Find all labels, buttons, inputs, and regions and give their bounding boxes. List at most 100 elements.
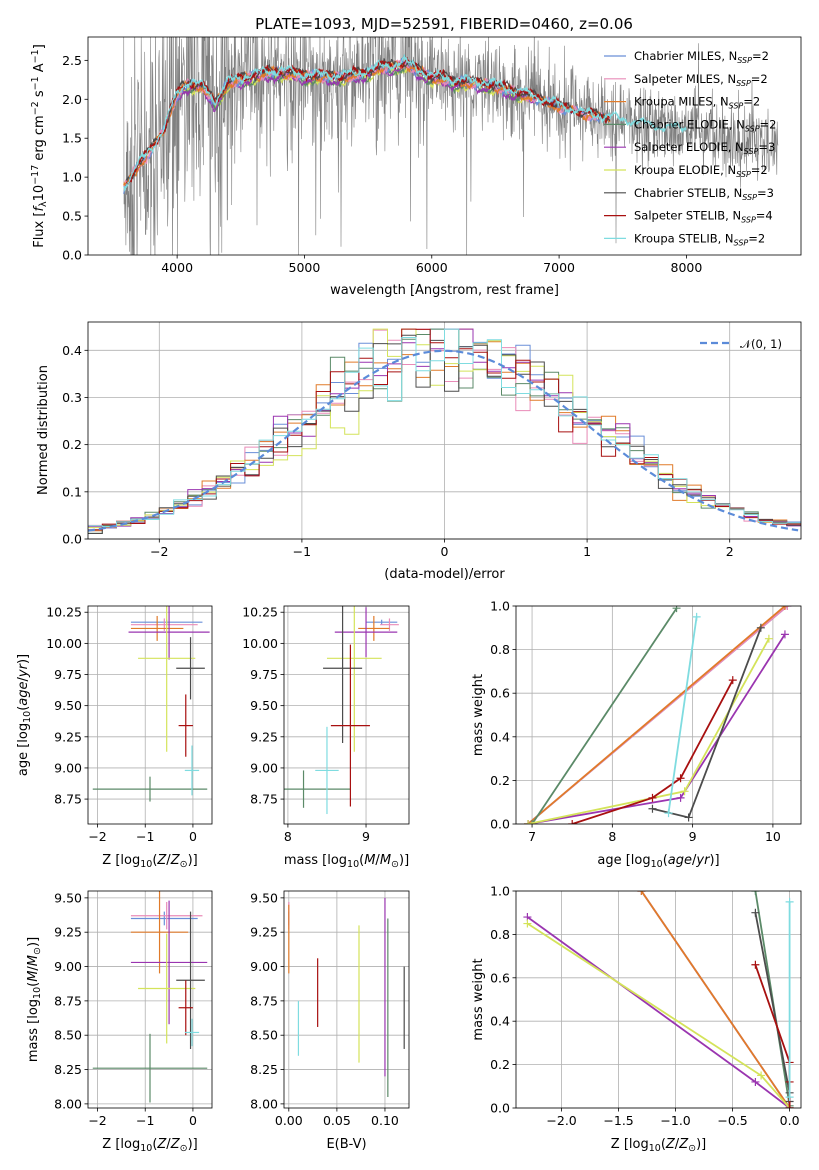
y-tick-label: 0.6 [490, 970, 510, 985]
normal-curve [88, 349, 799, 532]
errorbar-kroupa-elodie [138, 933, 196, 1044]
x-tick-label: −1 [136, 829, 154, 844]
x-axis-label: mass [log10(M/M⊙)] [284, 853, 409, 870]
y-tick-label: 2.5 [62, 53, 82, 68]
weight-marker [785, 1104, 794, 1108]
weight-marker [728, 676, 737, 685]
axes-spectrum: 4000 5000 6000 7000 8000 0.0 0.5 1.0 1.5 2.0 2.5 Ch… [30, 36, 802, 298]
x-tick-label: −2.0 [546, 1113, 576, 1128]
y-tick-label: 9.25 [250, 925, 278, 940]
axes-weight-Z: −2.0 −1.5 −1.0 −0.5 0.0 0.0 0.2 0.4 0.6 0.8 1.0 Z [… [471, 884, 802, 1154]
errorbar-salpeter-miles [380, 618, 399, 631]
weight-marker [764, 634, 773, 643]
x-tick-label: 9 [689, 829, 697, 844]
weight-marker [676, 793, 685, 802]
weight-line [526, 916, 791, 1108]
legend-label: Salpeter ELODIE, NSSP=3 [634, 140, 775, 156]
weight-series-salpeter-elodie [523, 913, 794, 1108]
weight-marker [528, 820, 537, 824]
x-tick-label: −1.0 [660, 1113, 690, 1128]
ticks: 8 9 8.75 9.00 9.25 9.50 9.75 10.00 10.25 [242, 605, 370, 844]
weight-marker [648, 804, 657, 813]
weight-series-kroupa-elodie [523, 919, 794, 1108]
axes-frame [87, 321, 802, 540]
x-tick-label: 7 [528, 829, 536, 844]
y-tick-label: 8.50 [250, 1028, 278, 1043]
errorbar-kroupa-miles [130, 891, 189, 974]
errorbar-salpeter-elodie [128, 606, 210, 660]
y-tick-label: 0.2 [62, 437, 82, 452]
weight-marker [523, 919, 532, 928]
y-tick-label: 9.25 [54, 925, 82, 940]
y-tick-label: 8.00 [250, 1096, 278, 1111]
y-tick-label: 2.0 [62, 92, 82, 107]
errorbar-salpeter-stelib [330, 644, 370, 807]
weight-marker [676, 774, 685, 783]
errorbar-kroupa-stelib [184, 745, 200, 796]
x-tick-label: 0 [189, 829, 197, 844]
axes-frame [515, 605, 802, 825]
x-axis-label: (data-model)/error [384, 567, 505, 582]
weight-marker [757, 1071, 766, 1080]
x-tick-label: 0.10 [371, 1113, 399, 1128]
y-axis-label: age [log10(age/yr)] [16, 654, 33, 776]
errorbar-chabrier-stelib [176, 637, 205, 700]
errorbar-chabrier-stelib [176, 911, 205, 1049]
weight-marker [785, 1093, 794, 1102]
gridlines [284, 606, 409, 824]
spectrum-data-line [123, 37, 779, 255]
y-tick-label: 0.3 [62, 390, 82, 405]
axes-residuals: −2 −1 0 1 2 0.0 0.1 0.2 0.3 0.4 𝒩(0, 1) (data-model… [36, 321, 802, 582]
y-tick-label: 0.8 [490, 642, 510, 657]
legend-label: Chabrier STELIB, NSSP=3 [634, 186, 774, 202]
weight-marker [783, 606, 792, 610]
legend-label: Kroupa MILES, NSSP=2 [634, 95, 760, 111]
y-tick-label: 0.8 [490, 927, 510, 942]
x-tick-label: 1 [583, 544, 591, 559]
y-tick-label: 0.5 [62, 209, 82, 224]
ticks: 7 8 9 10 0.0 0.2 0.4 0.6 0.8 1.0 [490, 599, 781, 845]
y-tick-label: 0.4 [490, 1014, 510, 1029]
y-tick-label: 10.25 [46, 605, 82, 620]
spectrum-legend: Chabrier MILES, NSSP=2 Salpeter MILES, NS… [604, 49, 776, 247]
x-tick-label: −0.5 [717, 1113, 747, 1128]
ticks: −2 −1 0 8.00 8.25 8.50 8.75 9.00 9.25 9.50 [54, 890, 197, 1128]
y-axis-label: Normed distribution [36, 365, 51, 495]
y-tick-label: 0.6 [490, 686, 510, 701]
x-tick-label: −1 [293, 544, 311, 559]
errorbar-salpeter-stelib [178, 980, 193, 1036]
legend-label: Chabrier MILES, NSSP=2 [634, 49, 769, 65]
y-tick-label: 0.2 [490, 773, 510, 788]
errorbar-chabrier-miles [130, 911, 198, 926]
y-tick-label: 9.50 [250, 698, 278, 713]
weight-series-kroupa-stelib [664, 612, 701, 818]
x-tick-label: −1 [136, 1113, 154, 1128]
weight-series-salpeter-stelib [568, 676, 737, 824]
weight-series-kroupa-stelib [785, 897, 794, 1102]
x-axis-label: Z [log10(Z/Z⊙)] [611, 1137, 706, 1154]
x-tick-label: 9 [362, 829, 370, 844]
axes-frame [87, 890, 213, 1109]
y-tick-label: 0.4 [490, 729, 510, 744]
plot-area [88, 328, 801, 534]
y-tick-label: 1.0 [62, 170, 82, 185]
ticks: −2 −1 0 8.75 9.00 9.25 9.50 9.75 10.00 10.25 [46, 605, 197, 844]
y-tick-label: 9.50 [54, 698, 82, 713]
errorbar-salpeter-elodie [334, 607, 398, 658]
y-tick-label: 10.00 [242, 636, 278, 651]
x-tick-label: −1.5 [603, 1113, 633, 1128]
plot-area [524, 606, 792, 824]
ticks: 0.00 0.05 0.10 8.00 8.25 8.50 8.75 9.00 9.25 9.50 [250, 890, 399, 1128]
x-tick-label: 8000 [671, 260, 703, 275]
errorbar-salpeter-elodie [130, 900, 208, 1025]
weight-marker [637, 891, 646, 895]
axes-age-mass: 8 9 8.75 9.00 9.25 9.50 9.75 10.00 10.25 mass [lo… [242, 605, 410, 870]
y-tick-label: 8.25 [250, 1062, 278, 1077]
axes-frame [515, 890, 802, 1109]
errorbar-kroupa-elodie [138, 606, 196, 752]
errorbar-chabrier-elodie [92, 776, 208, 802]
y-tick-label: 8.00 [54, 1096, 82, 1111]
plot-area [123, 37, 779, 255]
y-tick-label: 9.25 [250, 729, 278, 744]
x-tick-label: 7000 [543, 260, 575, 275]
